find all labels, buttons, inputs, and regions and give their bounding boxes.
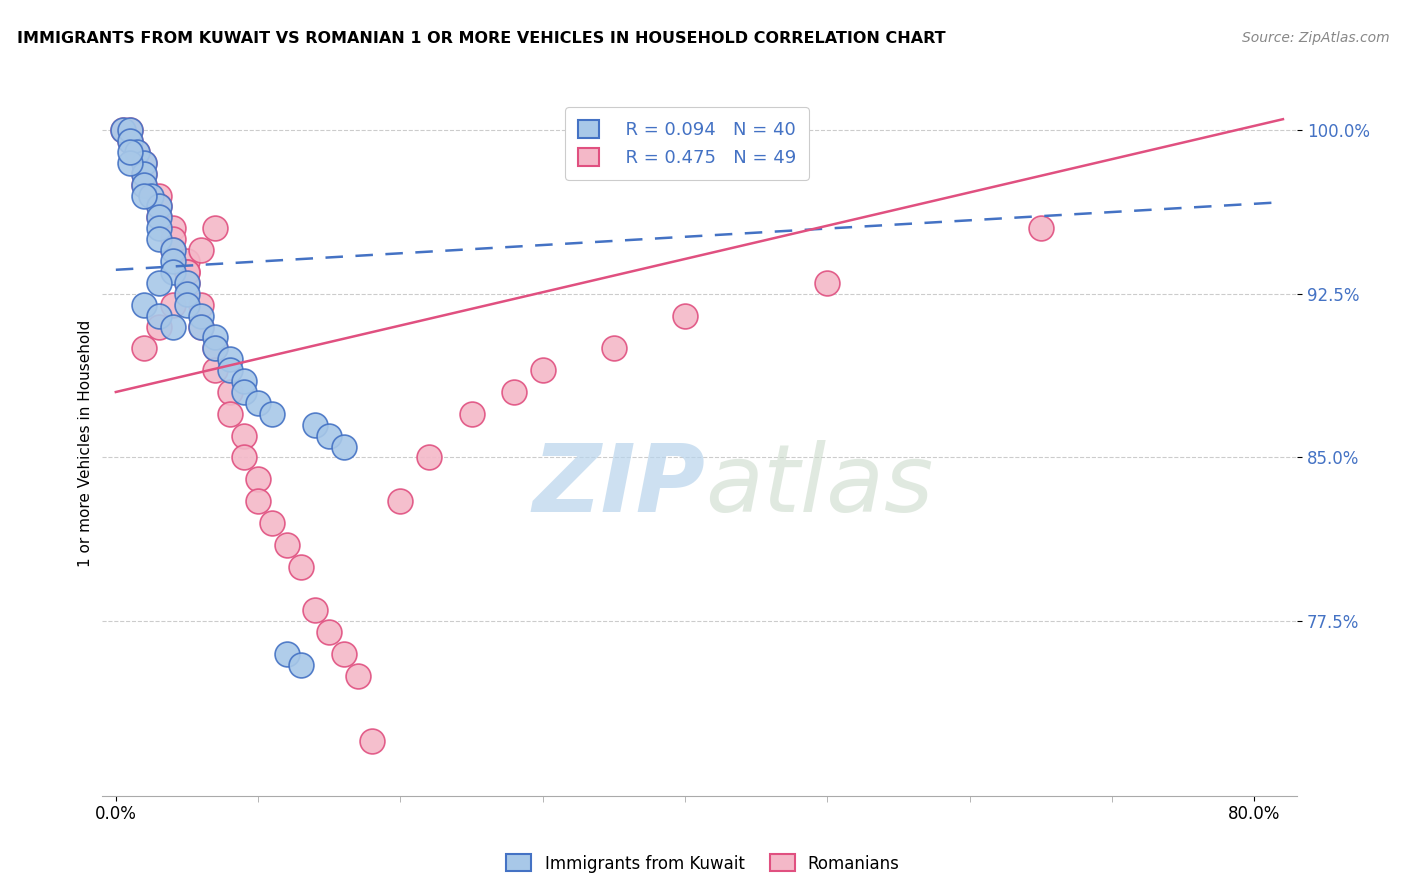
Point xyxy=(503,384,526,399)
Point xyxy=(162,243,184,257)
Point xyxy=(148,309,170,323)
Text: atlas: atlas xyxy=(706,440,934,531)
Point xyxy=(232,428,254,442)
Point xyxy=(162,319,184,334)
Point xyxy=(218,363,240,377)
Point xyxy=(127,145,149,159)
Text: ZIP: ZIP xyxy=(533,440,706,532)
Point xyxy=(247,396,270,410)
Point xyxy=(134,156,156,170)
Point xyxy=(332,440,354,454)
Point xyxy=(120,145,142,159)
Point xyxy=(148,188,170,202)
Point xyxy=(134,342,156,356)
Point xyxy=(247,494,270,508)
Point xyxy=(176,265,198,279)
Point xyxy=(318,625,340,640)
Point xyxy=(162,254,184,268)
Y-axis label: 1 or more Vehicles in Household: 1 or more Vehicles in Household xyxy=(79,319,93,567)
Point xyxy=(134,167,156,181)
Point xyxy=(134,178,156,192)
Point xyxy=(460,407,482,421)
Point xyxy=(290,559,312,574)
Point xyxy=(817,276,839,290)
Point xyxy=(304,603,326,617)
Point xyxy=(176,265,198,279)
Point xyxy=(148,211,170,225)
Point xyxy=(141,188,163,202)
Point xyxy=(176,286,198,301)
Point xyxy=(531,363,554,377)
Point xyxy=(162,265,184,279)
Point xyxy=(148,276,170,290)
Point xyxy=(111,123,134,137)
Point xyxy=(204,221,226,235)
Point xyxy=(190,319,212,334)
Point xyxy=(120,134,142,148)
Point xyxy=(162,243,184,257)
Point xyxy=(232,450,254,465)
Point xyxy=(134,178,156,192)
Point xyxy=(332,647,354,661)
Point xyxy=(190,243,212,257)
Point xyxy=(204,330,226,344)
Point xyxy=(148,211,170,225)
Point xyxy=(418,450,440,465)
Point xyxy=(262,516,284,530)
Point xyxy=(247,472,270,486)
Point xyxy=(134,156,156,170)
Point xyxy=(673,309,696,323)
Point xyxy=(148,199,170,213)
Point xyxy=(127,145,149,159)
Point xyxy=(148,232,170,246)
Point xyxy=(176,276,198,290)
Point xyxy=(204,342,226,356)
Point xyxy=(232,384,254,399)
Point xyxy=(134,298,156,312)
Point xyxy=(176,276,198,290)
Point xyxy=(148,221,170,235)
Point xyxy=(148,319,170,334)
Point xyxy=(162,298,184,312)
Point xyxy=(318,428,340,442)
Point xyxy=(190,298,212,312)
Text: IMMIGRANTS FROM KUWAIT VS ROMANIAN 1 OR MORE VEHICLES IN HOUSEHOLD CORRELATION C: IMMIGRANTS FROM KUWAIT VS ROMANIAN 1 OR … xyxy=(17,31,945,46)
Point xyxy=(1029,221,1052,235)
Point xyxy=(603,342,626,356)
Point xyxy=(204,342,226,356)
Point xyxy=(190,309,212,323)
Point xyxy=(346,669,368,683)
Point xyxy=(232,374,254,388)
Point xyxy=(111,123,134,137)
Point xyxy=(162,221,184,235)
Point xyxy=(134,188,156,202)
Point xyxy=(304,417,326,432)
Point xyxy=(218,384,240,399)
Point xyxy=(162,232,184,246)
Point xyxy=(218,352,240,367)
Point xyxy=(120,156,142,170)
Point xyxy=(389,494,412,508)
Point xyxy=(120,123,142,137)
Point xyxy=(148,199,170,213)
Legend:   R = 0.094   N = 40,   R = 0.475   N = 49: R = 0.094 N = 40, R = 0.475 N = 49 xyxy=(565,107,808,180)
Point xyxy=(361,734,384,748)
Point xyxy=(176,298,198,312)
Legend: Immigrants from Kuwait, Romanians: Immigrants from Kuwait, Romanians xyxy=(499,847,907,880)
Point xyxy=(176,254,198,268)
Point xyxy=(204,363,226,377)
Point xyxy=(134,167,156,181)
Point xyxy=(262,407,284,421)
Point xyxy=(120,123,142,137)
Point xyxy=(290,657,312,672)
Point xyxy=(276,647,298,661)
Point xyxy=(218,407,240,421)
Point xyxy=(120,134,142,148)
Point xyxy=(190,319,212,334)
Text: Source: ZipAtlas.com: Source: ZipAtlas.com xyxy=(1241,31,1389,45)
Point xyxy=(276,538,298,552)
